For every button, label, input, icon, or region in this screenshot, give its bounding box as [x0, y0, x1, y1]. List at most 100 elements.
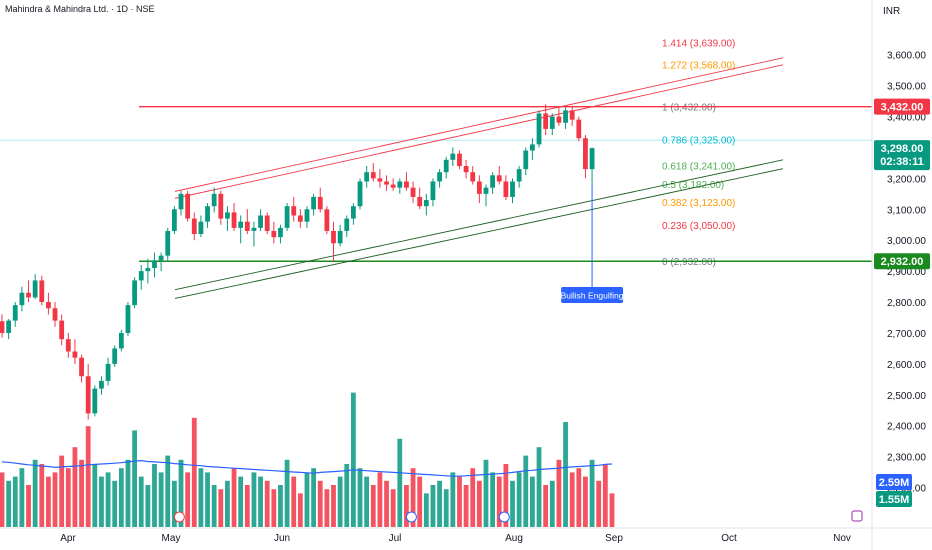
volume-bar	[390, 489, 396, 527]
candle-body	[331, 230, 336, 244]
candle-body	[450, 153, 456, 160]
fib-level-label: 1.272 (3,568.00)	[662, 61, 735, 72]
candle-body	[26, 292, 31, 298]
volume-bar	[516, 472, 522, 527]
volume-bar	[39, 464, 45, 527]
candle-body	[324, 209, 330, 231]
volume-bar	[59, 455, 65, 527]
candle-body	[225, 212, 230, 219]
event-markers[interactable]: Bullish Engulfing	[173, 184, 863, 523]
candle-body	[397, 181, 403, 188]
volume-bar	[576, 468, 582, 527]
candle-body	[152, 260, 157, 269]
volume-bar	[198, 468, 204, 527]
volume-bar	[165, 455, 171, 527]
candle-body	[205, 206, 210, 222]
last-price-countdown: 02:38:11	[880, 156, 923, 168]
candle-body	[118, 332, 124, 349]
volume-bar	[543, 485, 549, 527]
candle-body	[437, 172, 442, 182]
volume-bar	[450, 472, 456, 527]
candle-body	[563, 110, 568, 123]
lower-channel-line-top	[174, 159, 784, 291]
candle-body	[278, 227, 283, 238]
event-flag-circle	[173, 511, 185, 523]
event-flag-circle	[498, 511, 510, 523]
candle-body	[311, 196, 317, 210]
fib-level-label: 0.382 (3,123.00)	[662, 198, 735, 209]
annotation-box	[561, 287, 624, 303]
volume-bar	[205, 472, 210, 527]
volume-bar	[443, 489, 449, 527]
fib-level-label: 0 (2,932.00)	[662, 257, 716, 268]
volume-bar	[417, 476, 423, 527]
candle-body	[238, 221, 244, 228]
candle-body	[304, 209, 310, 222]
candle-body	[258, 215, 263, 228]
volume-bar	[238, 476, 244, 527]
earnings-icon	[851, 510, 863, 522]
volume-bar	[490, 472, 496, 527]
volume-average-tag	[876, 491, 912, 507]
volume-bar	[536, 447, 542, 527]
volume-bar	[549, 480, 555, 527]
volume-bar	[145, 485, 151, 527]
volume-bar	[364, 476, 370, 527]
fib-level-label: 0.5 (3,182.00)	[662, 180, 724, 191]
volume-bar	[437, 480, 442, 527]
currency-label: INR	[883, 6, 900, 17]
volume-bar	[79, 459, 84, 527]
candle-body	[158, 255, 164, 261]
x-tick-label: Jul	[389, 533, 402, 544]
y-tick-label: 3,100.00	[887, 205, 926, 216]
volume-bar	[304, 472, 310, 527]
candle-body	[430, 181, 436, 201]
volume-bar	[337, 476, 343, 527]
candle-body	[284, 206, 290, 228]
volume-bar	[258, 476, 263, 527]
volume-bar	[52, 472, 58, 527]
volume-bar	[609, 493, 615, 527]
volume-bar	[377, 472, 383, 527]
volume-label-text: 2.59M	[879, 477, 910, 489]
volume-bar	[344, 464, 350, 527]
volume-bar	[218, 489, 224, 527]
volume-bar	[105, 472, 111, 527]
x-tick-label: Nov	[833, 533, 851, 544]
volume-bar	[523, 455, 529, 527]
trend-channels[interactable]	[174, 57, 784, 299]
volume-bar	[410, 468, 416, 527]
upper-channel-line-bottom	[174, 64, 784, 199]
candles	[0, 104, 595, 420]
candle-body	[251, 227, 257, 231]
volume-bar	[99, 476, 104, 527]
fibonacci-levels[interactable]: 1.414 (3,639.00) 1.272 (3,568.00) 1 (3,432…	[0, 39, 872, 269]
fib-level-label: 1.414 (3,639.00)	[662, 39, 735, 50]
volume-bar	[510, 480, 515, 527]
candle-body	[423, 200, 429, 207]
candle-body	[52, 308, 58, 321]
x-tick-label: Jun	[274, 533, 290, 544]
candle-body	[171, 209, 177, 231]
candle-body	[589, 148, 595, 170]
cyan-reference-line	[0, 139, 872, 141]
volume-bar	[278, 485, 283, 527]
candle-body	[231, 212, 237, 228]
fib-level-label: 1 (3,432.00)	[662, 103, 716, 114]
candle-body	[364, 172, 370, 182]
time-axis[interactable]: Apr May Jun Jul Aug Sep Oct Nov	[0, 527, 932, 544]
price-axis[interactable]: INR3,600.003,500.003,400.003,300.003,200…	[871, 0, 926, 550]
fib-level-label: 0.236 (3,050.00)	[662, 221, 735, 232]
candle-body	[105, 363, 111, 381]
volume-bar	[152, 464, 157, 527]
candle-body	[377, 178, 383, 182]
volume-bar	[463, 485, 469, 527]
volume-bar	[397, 438, 403, 527]
volume-bar	[596, 480, 602, 527]
volume-bar	[185, 472, 191, 527]
candle-body	[390, 184, 396, 188]
candle-body	[417, 196, 423, 207]
candle-body	[357, 181, 363, 207]
volume-bar	[370, 485, 376, 527]
